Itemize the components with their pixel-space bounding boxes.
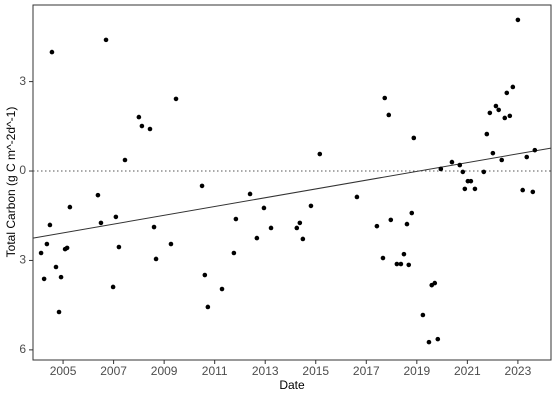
point <box>247 191 253 197</box>
point <box>41 276 47 282</box>
point <box>411 135 417 141</box>
point <box>317 151 323 157</box>
point <box>95 192 101 198</box>
point <box>386 112 392 118</box>
point <box>47 222 53 228</box>
point <box>502 115 508 121</box>
point <box>520 187 525 193</box>
point <box>261 205 267 211</box>
point <box>487 110 493 116</box>
point <box>409 210 415 216</box>
point <box>168 241 174 247</box>
point <box>103 37 109 43</box>
point <box>481 169 487 175</box>
point <box>64 245 70 251</box>
point <box>49 49 55 55</box>
point <box>44 241 50 247</box>
point <box>147 126 153 132</box>
point <box>530 189 536 195</box>
point <box>524 154 530 160</box>
y-tick-label: 3 <box>19 74 26 88</box>
plot-frame <box>32 4 552 361</box>
point <box>404 221 410 227</box>
x-tick-label: 2005 <box>50 364 77 378</box>
point <box>38 250 44 256</box>
point <box>294 225 300 231</box>
point <box>56 309 62 315</box>
point <box>53 264 59 270</box>
point <box>394 261 400 267</box>
point <box>113 214 119 220</box>
point <box>532 147 538 153</box>
point <box>110 284 116 290</box>
point <box>308 203 314 209</box>
point <box>496 107 501 113</box>
point <box>484 131 490 137</box>
x-tick-label: 2019 <box>403 364 430 378</box>
point <box>219 286 225 292</box>
point <box>254 235 260 241</box>
point <box>432 280 438 286</box>
point <box>457 162 463 168</box>
point <box>401 251 407 257</box>
point <box>153 256 159 262</box>
point <box>231 250 237 256</box>
x-tick-label: 2013 <box>252 364 279 378</box>
point <box>507 113 513 119</box>
point <box>382 95 388 101</box>
point <box>420 312 426 318</box>
point <box>136 114 142 120</box>
point <box>173 96 179 102</box>
point <box>472 186 478 192</box>
point <box>380 255 386 261</box>
point <box>510 84 516 90</box>
point <box>426 339 432 345</box>
point <box>205 304 211 310</box>
point <box>435 336 441 342</box>
x-tick-label: 2009 <box>151 364 178 378</box>
point <box>58 274 64 280</box>
x-tick-label: 2023 <box>505 364 532 378</box>
y-tick-label: 6 <box>19 342 26 356</box>
point <box>151 224 157 230</box>
point <box>499 157 505 163</box>
point <box>515 17 521 23</box>
point <box>98 220 104 226</box>
point <box>202 272 208 278</box>
point <box>354 194 360 200</box>
point <box>462 186 468 192</box>
y-axis-title: Total Carbon (g C m^-2d^-1) <box>4 107 18 258</box>
point <box>300 236 306 242</box>
point <box>122 157 128 163</box>
point <box>449 159 455 165</box>
point <box>67 204 73 210</box>
point <box>199 183 205 189</box>
y-tick-label: 0 <box>19 163 26 177</box>
point <box>116 244 122 250</box>
point <box>398 261 404 267</box>
trend-line <box>32 147 552 239</box>
y-tick-label: 3 <box>19 253 26 267</box>
x-tick-label: 2021 <box>454 364 481 378</box>
point <box>504 90 510 96</box>
point <box>268 225 274 231</box>
point <box>490 150 496 156</box>
point <box>468 178 474 184</box>
point <box>438 166 444 172</box>
point <box>493 103 499 109</box>
point <box>460 169 466 175</box>
x-tick-label: 2007 <box>100 364 127 378</box>
point <box>406 262 412 268</box>
x-tick-label: 2017 <box>353 364 380 378</box>
x-tick-label: 2011 <box>202 364 228 378</box>
x-axis-title: Date <box>279 378 305 392</box>
x-tick-label: 2015 <box>302 364 329 378</box>
point <box>139 123 145 129</box>
point <box>388 217 394 223</box>
point <box>374 223 380 229</box>
point <box>233 216 239 222</box>
point <box>297 220 303 226</box>
